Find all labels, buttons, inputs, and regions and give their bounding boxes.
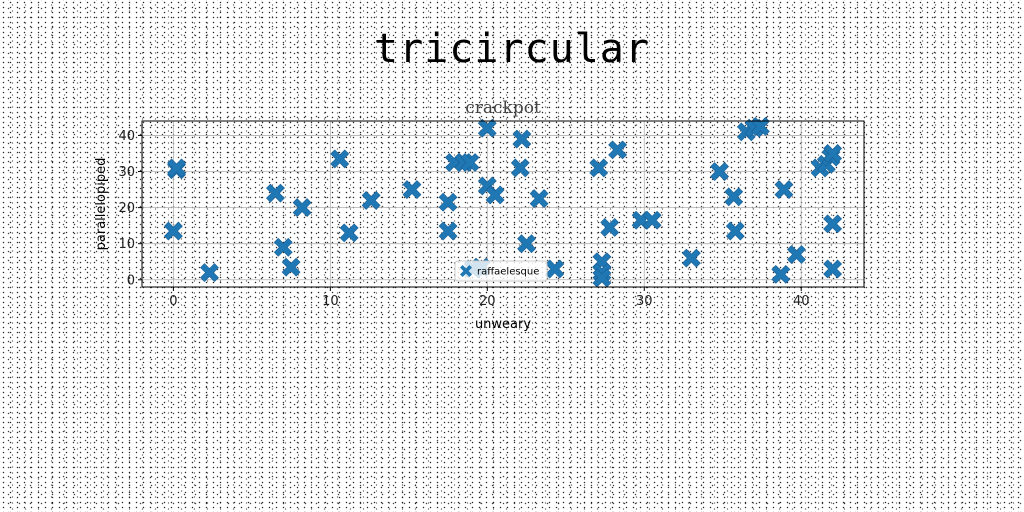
scatter-point [642,210,662,230]
scatter-point [167,158,186,178]
plot-title: crackpot [465,98,541,118]
scatter-point [281,257,301,277]
x-tick-label: 40 [793,294,810,309]
legend-box [454,260,548,282]
legend: raffaelesque [454,260,548,282]
scatter-point [592,268,612,288]
x-tick-label: 30 [636,294,653,309]
scatter-point [774,180,794,199]
scatter-point [600,218,620,237]
scatter-point [823,144,843,163]
scatter-point [545,259,565,279]
scatter-point [477,118,497,138]
scatter-point [273,237,293,257]
y-tick-label: 20 [118,201,135,216]
scatter-point [750,116,770,136]
scatter-point [438,192,458,212]
scatter-point [512,129,532,149]
plot-frame [141,120,865,288]
scatter-point [517,234,536,254]
scatter-point [361,190,381,210]
scatter-point [438,221,458,241]
scatter-point [724,187,744,207]
scatter-point [339,223,359,243]
scatter-point [510,158,530,178]
x-tick-label: 10 [322,294,339,309]
scatter-point [589,158,609,178]
scatter-point [771,264,791,284]
scatter-point [460,153,480,172]
x-tick-label: 0 [169,294,177,309]
x-axis-label: unweary [475,317,531,332]
scatter-point [265,183,285,203]
scatter-point [823,214,843,234]
x-tick-label: 20 [479,294,496,309]
y-tick-label: 0 [127,273,135,288]
scatter-point [787,245,806,264]
scatter-point [200,263,219,282]
scatter-point [529,189,549,209]
scatter-point [823,259,843,279]
scatter-point [608,140,628,160]
scatter-point [485,185,505,205]
y-tick-label: 40 [118,129,135,144]
figure-title: tricircular [374,26,650,72]
y-tick-label: 10 [118,237,135,252]
scatter-point [710,162,730,181]
legend-label: raffaelesque [477,267,539,278]
y-axis-label: parallelopiped [94,158,109,251]
scatter-point [402,180,422,199]
axis-ticks: 0 10 20 30 40 0 10 20 30 40 [118,129,809,309]
series-markers [163,116,843,288]
legend-marker [460,265,472,277]
scatter-point [330,149,350,169]
scatter-point [681,248,701,268]
scatter-point [163,221,183,241]
scatter-point [725,221,745,241]
scatter-point [292,198,312,218]
y-tick-label: 30 [118,165,135,180]
